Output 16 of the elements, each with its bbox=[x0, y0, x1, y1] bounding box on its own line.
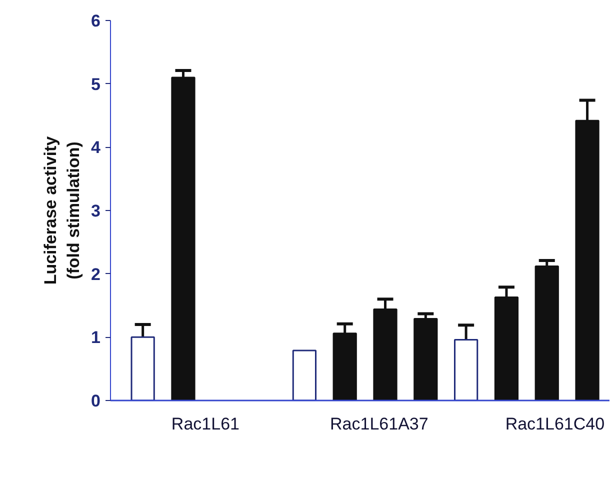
bar bbox=[292, 350, 317, 400]
y-tick-label: 2 bbox=[91, 264, 101, 284]
bar bbox=[534, 265, 559, 400]
y-tick-label: 0 bbox=[91, 392, 101, 410]
y-tick-label: 6 bbox=[91, 12, 101, 30]
bar bbox=[130, 336, 155, 400]
y-tick-label: 5 bbox=[91, 74, 101, 94]
text: Rac1L61A37 bbox=[330, 414, 428, 434]
bar bbox=[454, 338, 478, 400]
y-tick-label: 1 bbox=[91, 328, 101, 348]
y-tick-label: 3 bbox=[91, 202, 101, 220]
y-tick-label: 4 bbox=[91, 138, 102, 158]
text: Rac1L61 bbox=[171, 414, 240, 434]
bar bbox=[414, 318, 438, 400]
text: Rac1L61C40 bbox=[505, 414, 605, 434]
y-axis-title: Luciferase activity (fold stimulation) bbox=[41, 136, 84, 285]
